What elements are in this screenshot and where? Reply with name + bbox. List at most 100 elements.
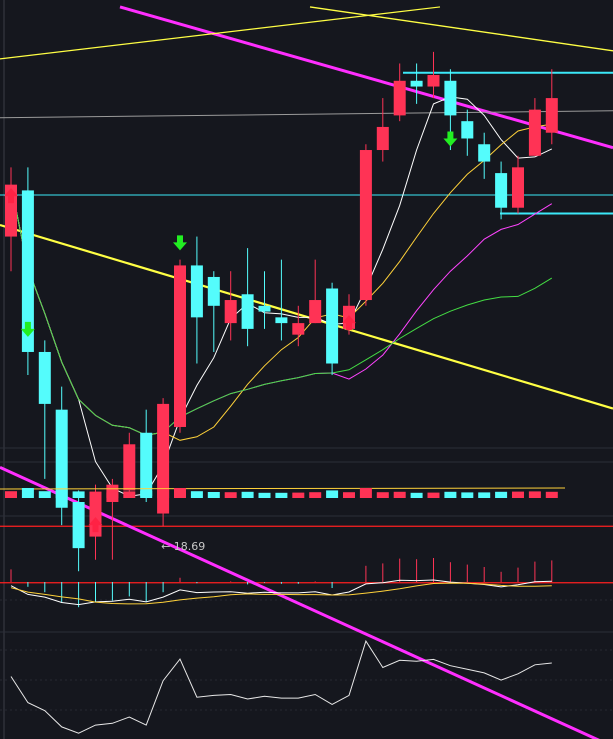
candle-30 bbox=[512, 155, 524, 214]
sell-arrow-icon-5 bbox=[443, 131, 458, 147]
volume-bar-10 bbox=[174, 488, 186, 498]
volume-bar-3 bbox=[55, 489, 68, 498]
candle-16 bbox=[275, 259, 288, 341]
gray-horizontal bbox=[0, 110, 613, 119]
candle-body-30 bbox=[512, 167, 524, 208]
candle-body-23 bbox=[393, 80, 406, 116]
volume-bar-22 bbox=[376, 492, 389, 498]
volume-bar-9 bbox=[157, 489, 170, 498]
candle-21 bbox=[359, 144, 372, 306]
candle-27 bbox=[461, 109, 474, 156]
candle-body-26 bbox=[444, 80, 457, 116]
candle-18 bbox=[309, 259, 322, 324]
volume-bar-20 bbox=[343, 492, 355, 498]
candle-32 bbox=[545, 69, 558, 145]
candle-9 bbox=[157, 398, 170, 527]
candle-body-2 bbox=[38, 351, 51, 404]
volume-avg-line bbox=[0, 487, 566, 490]
candle-body-16 bbox=[275, 317, 288, 324]
macd-panel bbox=[10, 558, 553, 608]
candle-body-24 bbox=[410, 80, 423, 87]
buy-arrow-icon-2 bbox=[88, 517, 103, 533]
candle-4 bbox=[72, 490, 85, 572]
candlestick-series bbox=[5, 51, 558, 572]
candle-body-15 bbox=[258, 305, 271, 312]
volume-bar-5 bbox=[89, 491, 102, 498]
candle-17 bbox=[292, 305, 305, 347]
candle-body-13 bbox=[224, 300, 237, 324]
candle-body-14 bbox=[241, 294, 254, 329]
volume-bar-2 bbox=[38, 491, 51, 498]
volume-bar-17 bbox=[292, 492, 305, 498]
volume-bar-19 bbox=[326, 490, 339, 498]
ma30-line bbox=[10, 184, 553, 436]
candle-31 bbox=[528, 98, 541, 156]
candle-28 bbox=[478, 132, 491, 179]
candle-12 bbox=[207, 271, 220, 352]
candle-body-21 bbox=[359, 150, 372, 301]
candle-3 bbox=[55, 386, 68, 526]
candle-body-8 bbox=[140, 432, 153, 497]
candle-1 bbox=[21, 167, 34, 376]
candle-body-19 bbox=[326, 288, 339, 364]
candle-14 bbox=[241, 248, 254, 347]
candle-body-18 bbox=[309, 300, 322, 324]
volume-bar-8 bbox=[140, 490, 153, 498]
candle-body-25 bbox=[427, 75, 440, 87]
volume-bar-25 bbox=[427, 492, 440, 498]
volume-bar-13 bbox=[224, 492, 237, 498]
candle-29 bbox=[495, 161, 508, 220]
candle-0 bbox=[5, 167, 17, 272]
volume-bar-23 bbox=[393, 491, 406, 498]
volume-bar-1 bbox=[21, 488, 34, 498]
candle-body-12 bbox=[207, 276, 220, 306]
volume-bar-18 bbox=[309, 492, 322, 498]
volume-bar-31 bbox=[528, 491, 541, 498]
macd-dea-line bbox=[10, 582, 552, 605]
yellow-rising bbox=[0, 6, 441, 60]
candle-body-17 bbox=[292, 323, 305, 335]
candle-10 bbox=[174, 259, 186, 433]
volume-bar-15 bbox=[258, 492, 271, 498]
volume-bar-28 bbox=[478, 492, 491, 498]
yellow-top bbox=[309, 6, 613, 52]
candle-body-3 bbox=[55, 409, 68, 508]
candle-22 bbox=[376, 98, 389, 162]
oscillator-panel bbox=[10, 639, 552, 734]
volume-bar-21 bbox=[359, 488, 372, 498]
sell-arrow-icon-1 bbox=[20, 321, 35, 337]
oscillator-line bbox=[10, 639, 552, 734]
candle-8 bbox=[140, 409, 153, 502]
yellow-mid bbox=[0, 223, 613, 410]
volume-bar-6 bbox=[106, 492, 119, 498]
candle-11 bbox=[190, 236, 203, 364]
candle-body-11 bbox=[190, 265, 203, 318]
volume-bar-4 bbox=[72, 491, 85, 498]
candle-24 bbox=[410, 63, 423, 104]
volume-bar-24 bbox=[410, 492, 423, 498]
candle-15 bbox=[258, 271, 271, 329]
low-price-annotation: ← 18.69 bbox=[161, 540, 205, 553]
volume-bar-29 bbox=[495, 491, 508, 498]
candle-23 bbox=[393, 63, 406, 122]
candle-body-22 bbox=[376, 126, 389, 151]
volume-bar-27 bbox=[461, 492, 474, 498]
candle-body-29 bbox=[495, 173, 508, 208]
volume-bar-12 bbox=[207, 492, 220, 498]
volume-bar-11 bbox=[190, 491, 203, 498]
candle-25 bbox=[427, 51, 440, 99]
candle-body-10 bbox=[174, 265, 186, 427]
magenta-lower bbox=[0, 466, 600, 739]
volume-panel bbox=[0, 487, 566, 498]
volume-bar-0 bbox=[5, 491, 17, 498]
buy-arrow-icon-0 bbox=[4, 188, 18, 204]
candle-7 bbox=[123, 432, 136, 497]
candle-body-31 bbox=[528, 109, 541, 156]
volume-bar-30 bbox=[512, 491, 524, 498]
candle-body-32 bbox=[545, 98, 558, 133]
volume-bar-32 bbox=[545, 491, 558, 498]
candle-body-27 bbox=[461, 121, 474, 139]
candle-19 bbox=[326, 282, 339, 376]
